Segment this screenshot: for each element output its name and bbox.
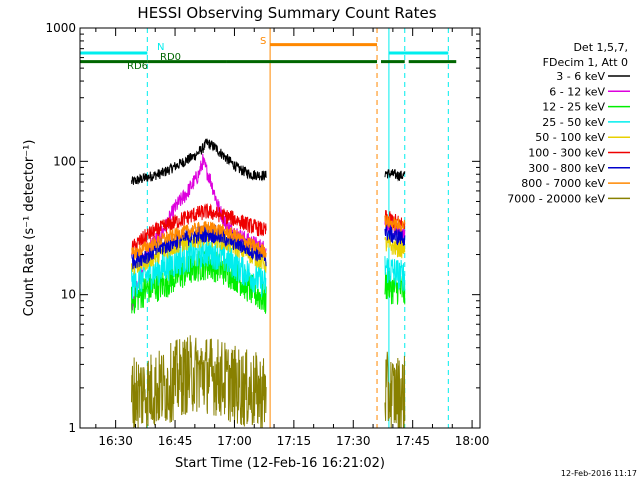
chart-title: HESSI Observing Summary Count Rates [137, 4, 436, 22]
series-trace [131, 221, 267, 260]
y-tick-label: 1 [68, 421, 76, 435]
series-3-6kev [130, 138, 406, 185]
plot-frame [79, 27, 481, 429]
legend-label: 12 - 25 keV [542, 101, 605, 114]
series-trace [384, 270, 406, 305]
legend-label: 25 - 50 keV [542, 116, 605, 129]
y-tick-label: 100 [53, 154, 76, 168]
x-tick-label: 18:00 [455, 434, 490, 448]
y-tick-label: 10 [61, 288, 76, 302]
legend-label: 3 - 6 keV [556, 70, 605, 83]
series-trace [130, 335, 267, 429]
legend-label: 50 - 100 keV [535, 131, 605, 144]
series-trace [384, 256, 406, 293]
series-trace [384, 169, 406, 182]
legend-label: 300 - 800 keV [528, 162, 605, 175]
legend: Det 1,5,7, FDecim 1, Att 03 - 6 keV 6 - 12… [507, 41, 630, 205]
legend-label: 6 - 12 keV [549, 85, 605, 98]
axes: 16:30 16:45 17:00 17:15 17:30 17:45 18:00 1 10 10… [45, 21, 489, 448]
legend-header: Det 1,5,7, [573, 41, 628, 54]
x-tick-label: 17:00 [217, 434, 252, 448]
series-7000-20000kev [130, 335, 406, 429]
legend-label: 800 - 7000 keV [521, 177, 605, 190]
flag-label: RD6 [127, 61, 148, 72]
y-axis-label: Count Rate (s⁻¹ detector⁻¹) [22, 140, 37, 317]
x-tick-label: 17:30 [336, 434, 371, 448]
x-tick-label: 16:45 [158, 434, 193, 448]
flag-label: N [157, 42, 164, 53]
series-trace [130, 138, 267, 185]
plot-area: N S RD0 RD6 [79, 28, 457, 429]
series-trace [384, 351, 406, 429]
x-tick-label: 17:15 [277, 434, 312, 448]
series-25-50kev [130, 237, 406, 299]
x-tick-label: 16:30 [98, 434, 133, 448]
flag-label: S [260, 36, 266, 47]
x-axis-label: Start Time (12-Feb-16 16:21:02) [175, 456, 385, 471]
series-800-7000kev [131, 214, 406, 260]
series-trace [130, 237, 267, 299]
x-tick-label: 17:45 [395, 434, 430, 448]
legend-label: 100 - 300 keV [528, 147, 605, 160]
legend-label: 7000 - 20000 keV [507, 192, 605, 205]
legend-header: FDecim 1, Att 0 [543, 56, 628, 69]
series-trace [384, 214, 406, 232]
y-tick-label: 1000 [45, 21, 76, 35]
flag-label: RD0 [160, 52, 181, 63]
footer-date: 12-Feb-2016 11:17 [561, 469, 637, 478]
